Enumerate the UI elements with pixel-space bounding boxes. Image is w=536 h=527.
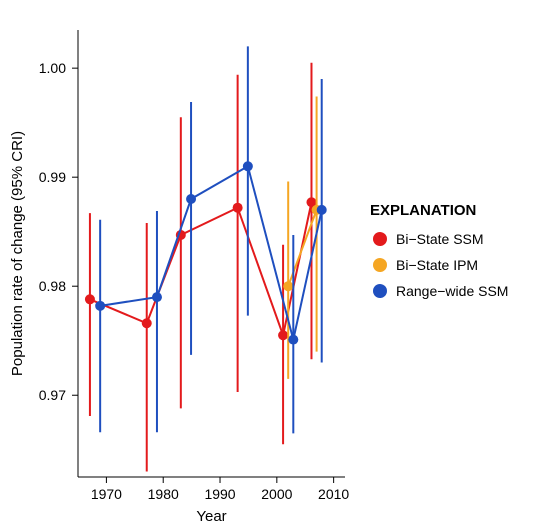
y-tick-label: 1.00 — [39, 60, 66, 76]
data-point — [152, 292, 162, 302]
legend-title: EXPLANATION — [370, 202, 476, 219]
data-point — [85, 294, 95, 304]
x-tick-label: 1980 — [148, 486, 179, 502]
series-rangewide_ssm — [95, 46, 327, 433]
series-bistate_ssm — [85, 63, 317, 472]
data-point — [95, 301, 105, 311]
x-tick-label: 2010 — [318, 486, 349, 502]
x-tick-label: 1970 — [91, 486, 122, 502]
legend-label: Range−wide SSM — [396, 283, 508, 299]
legend-marker — [373, 258, 387, 272]
legend-label: Bi−State SSM — [396, 231, 484, 247]
data-point — [142, 318, 152, 328]
x-axis-title: Year — [196, 508, 226, 525]
legend: Bi−State SSM Bi−State IPM Range−wide SSM — [373, 231, 508, 299]
data-point — [243, 161, 253, 171]
x-tick-label: 2000 — [261, 486, 292, 502]
chart-container: 1970 1980 1990 2000 2010 0.97 0.98 0.99 1.00 Year… — [0, 0, 536, 527]
y-tick-label: 0.99 — [39, 169, 66, 185]
data-point — [288, 335, 298, 345]
data-point — [278, 330, 288, 340]
data-point — [317, 205, 327, 215]
data-point — [186, 194, 196, 204]
population-rate-chart: 1970 1980 1990 2000 2010 0.97 0.98 0.99 1.00 Year… — [0, 0, 536, 527]
y-tick-label: 0.97 — [39, 387, 66, 403]
series-line — [90, 202, 312, 335]
legend-label: Bi−State IPM — [396, 257, 478, 273]
y-tick-label: 0.98 — [39, 278, 66, 294]
legend-marker — [373, 284, 387, 298]
y-axis-title: Population rate of change (95% CRI) — [9, 131, 26, 376]
data-point — [283, 281, 293, 291]
data-point — [233, 203, 243, 213]
x-tick-label: 1990 — [204, 486, 235, 502]
legend-marker — [373, 232, 387, 246]
